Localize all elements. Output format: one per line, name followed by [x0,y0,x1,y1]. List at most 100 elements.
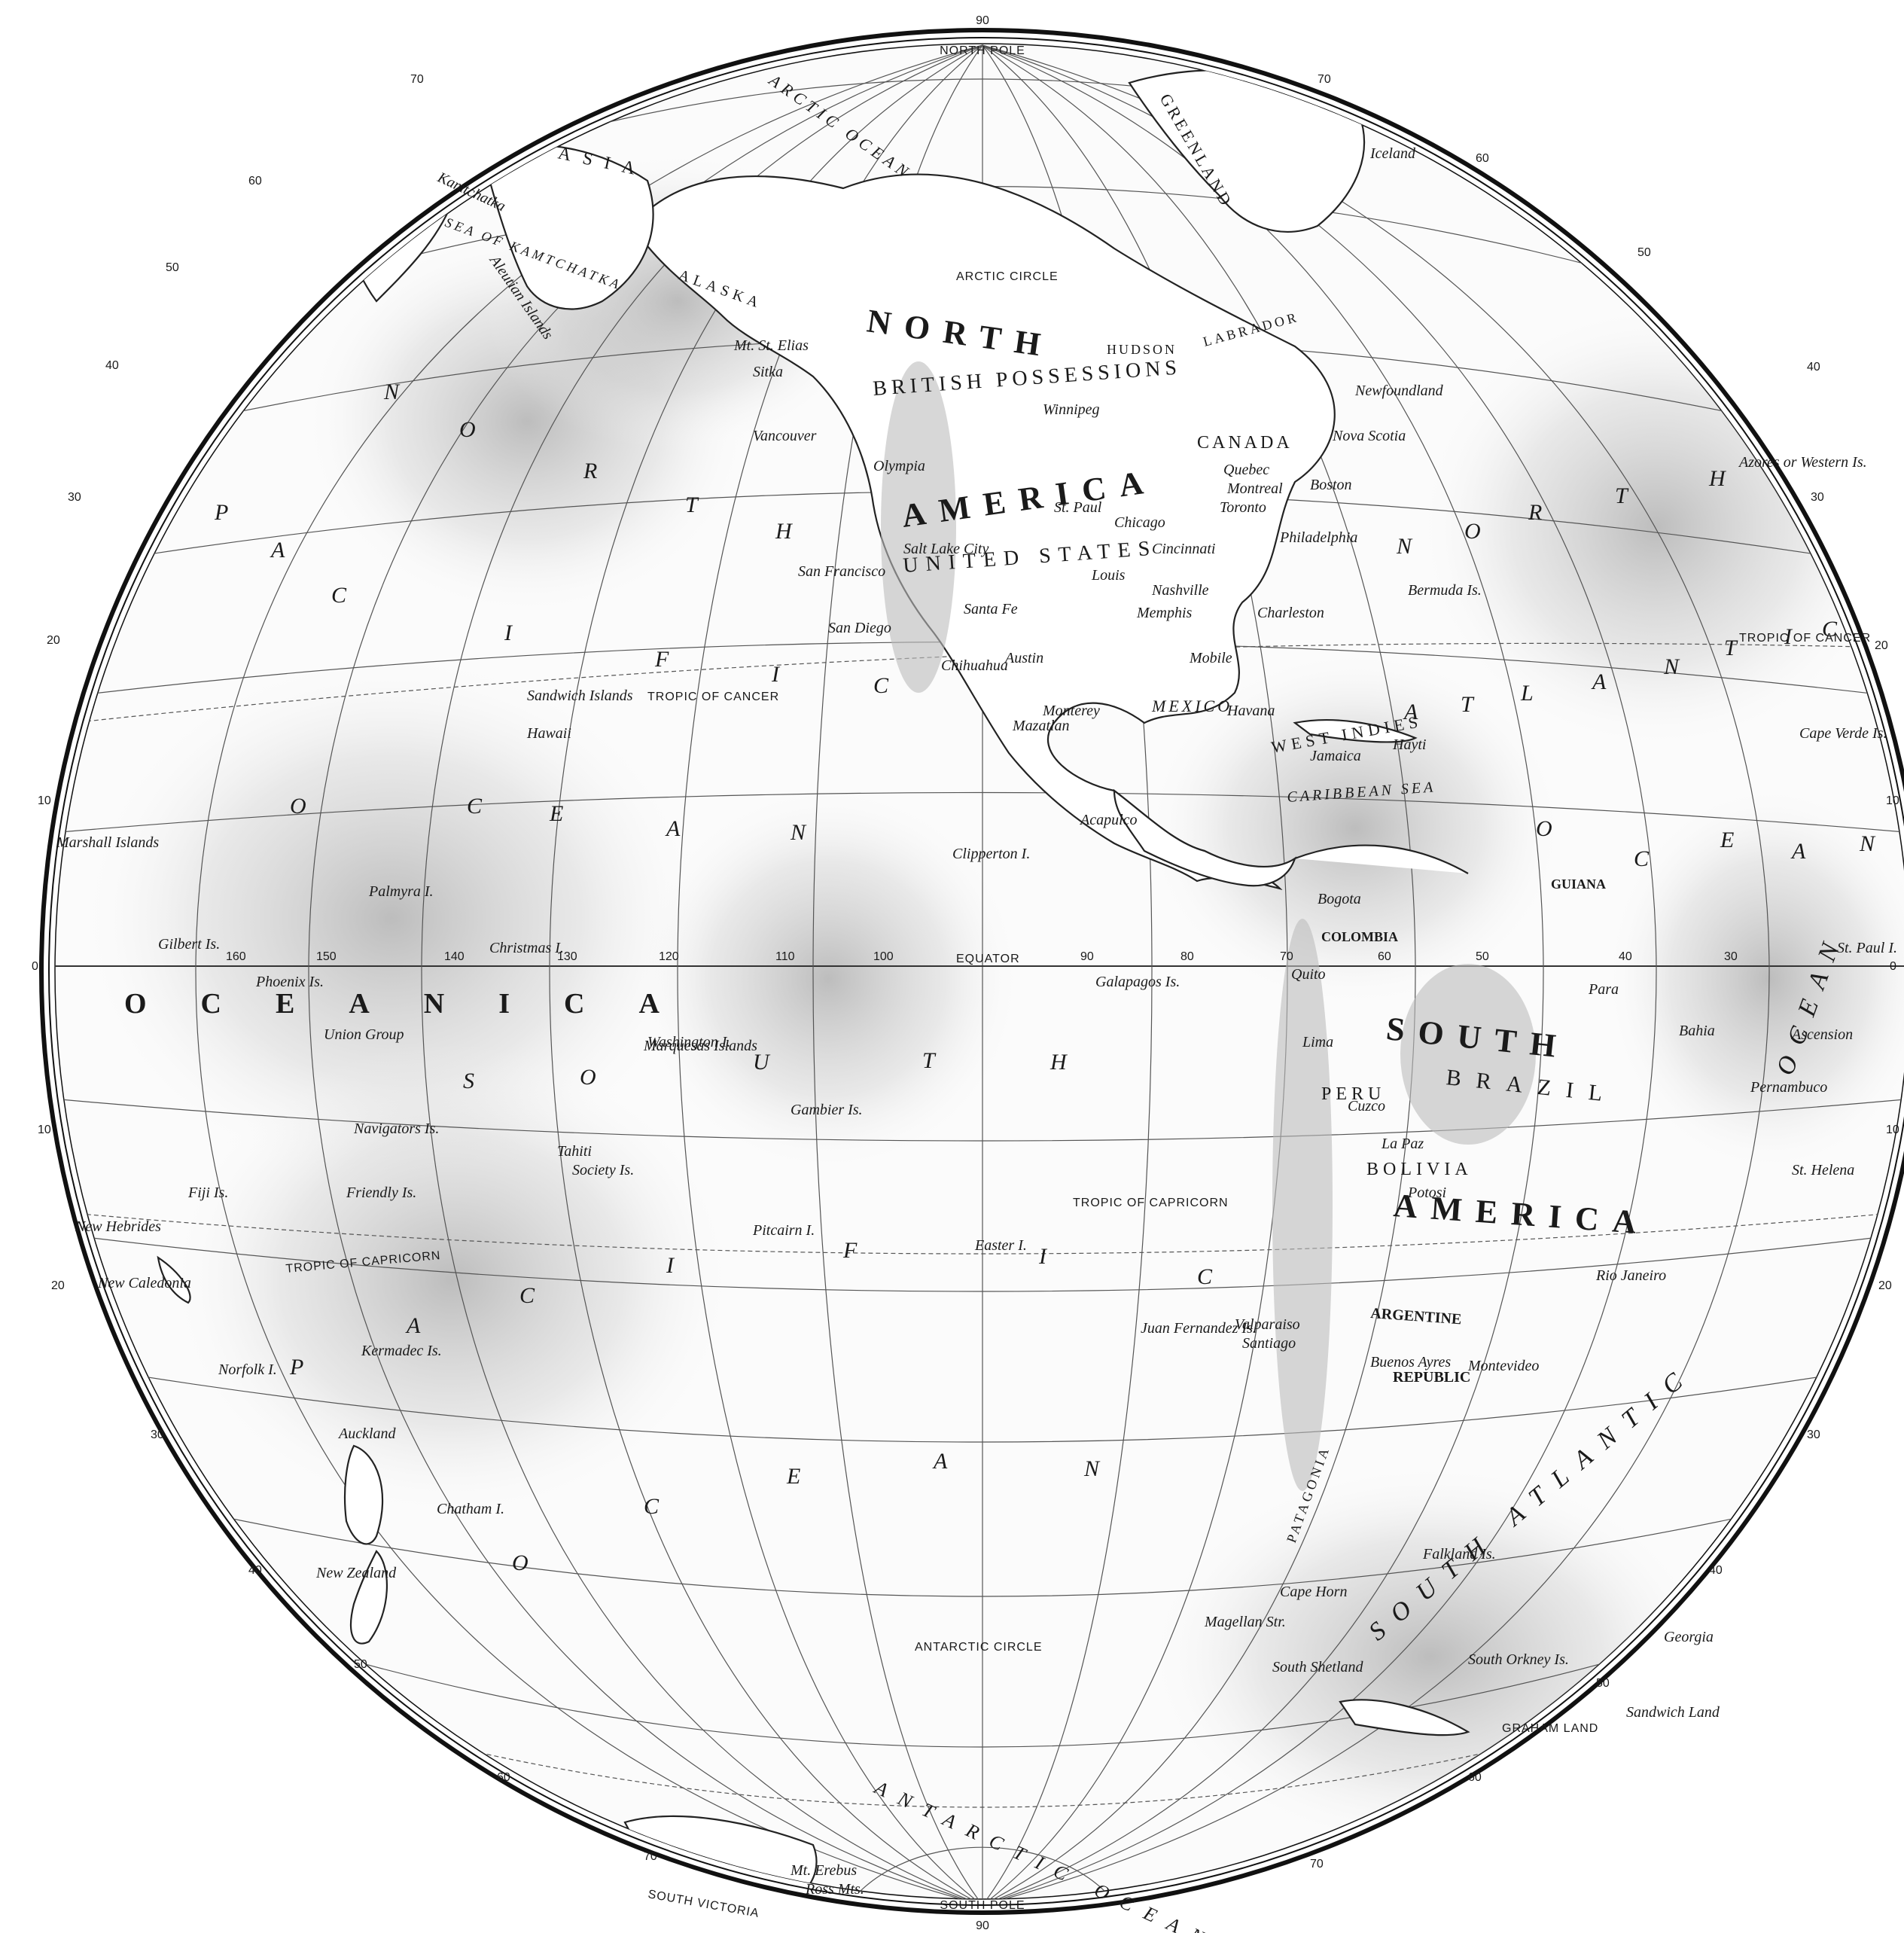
place-label: Iceland [1369,145,1416,162]
atlantic-n: N [1663,654,1680,679]
north-pacific-r: R [583,459,597,483]
equator-lon-11: 50 [1476,950,1489,963]
place-label: Charleston [1257,605,1324,621]
lat-right-13: 60 [1468,1771,1482,1784]
place-label: Marquesas Islands [643,1038,757,1054]
place-label: Philadelphia [1279,529,1357,546]
place-label: Mt. St. Elias [733,337,809,354]
lat-right-10: 30 [1807,1428,1820,1441]
place-label: St. Helena [1792,1162,1854,1178]
lat-left-9: 20 [51,1279,65,1292]
lat-left-8: 10 [38,1124,51,1136]
place-label: Mobile [1189,650,1232,666]
lat-right-14: 70 [1310,1858,1324,1870]
place-label: Cuzco [1348,1098,1385,1114]
lat-right-12: 50 [1596,1677,1610,1690]
place-label: Potosi [1407,1184,1446,1201]
place-label: Washington I. [647,1034,730,1050]
place-label: Galapagos Is. [1095,974,1180,990]
place-label: Phoenix Is. [255,974,324,990]
lat-left-13: 60 [497,1771,510,1784]
atlantic-i: I [1784,624,1793,649]
lat-right-1: 60 [1476,152,1489,165]
pacific-i: I [504,620,513,645]
lat-right-2: 50 [1637,246,1651,259]
place-label: Pitcairn I. [752,1222,815,1239]
equator-lon-5: 110 [775,950,795,963]
lat-left-5: 20 [47,634,60,647]
label-graham-land: GRAHAM LAND [1502,1722,1598,1735]
place-label: Hayti [1392,736,1426,753]
label-guiana: GUIANA [1551,877,1606,892]
place-label: Austin [1004,650,1043,666]
label-peru: PERU [1321,1084,1385,1104]
south-pacific-h: H [1049,1050,1068,1075]
label-hudson: HUDSON [1107,342,1177,357]
place-label: Mazatlan [1012,718,1070,734]
place-label: Palmyra I. [368,883,434,900]
place-label: Sitka [753,364,783,380]
place-label: South Shetland [1272,1659,1364,1675]
place-label: Santa Fe [964,601,1018,617]
north-pacific-n: N [383,380,401,404]
new-zealand-south [350,1550,388,1645]
lat-left-7: 0 [32,960,38,973]
equator-lon-8: 80 [1180,950,1194,963]
place-label: Georgia [1664,1629,1714,1645]
place-label: Hawaii [526,725,571,742]
pacific-c2: C [873,673,889,698]
lat-left-0: 70 [410,73,424,86]
equator-lon-3: 130 [557,950,577,963]
atlantic-ocean-a: A [1790,839,1806,864]
equator-lon-4: 120 [659,950,679,963]
lat-right-9: 20 [1878,1279,1892,1292]
place-label: Chicago [1114,514,1165,531]
place-label: Toronto [1220,499,1266,516]
place-label: Cape Horn [1280,1584,1347,1600]
place-label: New Hebrides [75,1218,161,1235]
place-label: Winnipeg [1043,401,1100,418]
south-pacific-u: U [753,1050,771,1075]
tropic-of-capricorn-line [63,1212,1902,1255]
place-label: Boston [1310,477,1352,493]
lat-right-3: 40 [1807,361,1820,373]
place-label: St. Paul [1054,499,1102,516]
equator-lon-7: 90 [1080,950,1094,963]
south-pacific-f: F [842,1238,858,1263]
lat-right-5: 20 [1875,639,1888,652]
north-america-landmass [631,173,1336,891]
label-mexico: MEXICO [1151,697,1232,715]
lat-right-0: 70 [1318,73,1331,86]
place-label: Navigators Is. [353,1120,439,1137]
north-pacific-h: H [775,519,794,544]
place-label: Norfolk I. [218,1361,277,1378]
place-label: Juan Fernandez Is. [1141,1320,1257,1337]
place-label: Acapulco [1079,812,1138,828]
pacific-c: C [331,583,347,608]
place-label: Olympia [873,458,925,474]
pacific-f: F [654,647,669,672]
label-colombia: COLOMBIA [1321,929,1398,944]
lat-left-1: 60 [248,175,262,188]
lat-left-12: 50 [354,1658,367,1671]
mountain-shading [881,361,1536,1491]
south-pacific-p: P [289,1355,303,1380]
atlantic-t2: T [1724,636,1738,660]
equator-label: EQUATOR [956,953,1020,965]
degree-labels: 90 90 70 60 50 40 30 20 10 0 10 20 30 40… [32,14,1899,1932]
south-pacific-i2: I [1038,1244,1048,1269]
north-atlantic-o: O [1464,519,1481,544]
south-pacific-c2: C [1197,1264,1213,1289]
place-label: Newfoundland [1354,383,1444,399]
place-label: Marshall Islands [56,834,159,851]
place-label: La Paz [1381,1136,1424,1152]
place-label: Rio Janeiro [1595,1267,1666,1284]
place-label: Mt. Erebus [790,1862,857,1879]
antarctic-circle-label: ANTARCTIC CIRCLE [915,1641,1043,1654]
pacific-a: A [270,538,285,563]
atlantic-a2: A [1591,669,1607,694]
place-label: Jamaica [1310,748,1361,764]
place-label: Havana [1226,703,1275,719]
north-pacific-t: T [685,492,699,517]
